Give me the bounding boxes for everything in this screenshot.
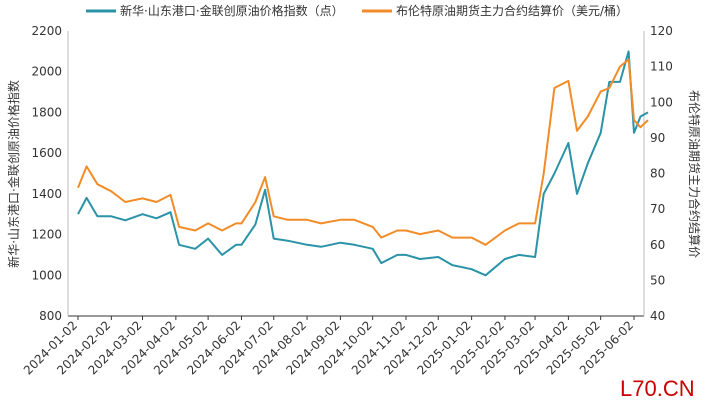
- series-line-1: [77, 50, 649, 277]
- series: [77, 50, 649, 277]
- y-left-tick-label: 2000: [31, 65, 62, 79]
- y-left-tick-label: 1200: [31, 228, 62, 242]
- y-right-tick-label: 90: [650, 131, 665, 145]
- legend: 新华·山东港口·金联创原油价格指数（点） 布伦特原油期货主力合约结算价（美元/桶）: [86, 3, 628, 18]
- legend-label-2: 布伦特原油期货主力合约结算价（美元/桶）: [396, 3, 628, 18]
- y-right-tick-label: 80: [650, 167, 665, 181]
- y-right-tick-label: 70: [650, 202, 665, 216]
- y-left-tick-label: 1800: [31, 105, 62, 119]
- y-right-tick-label: 100: [650, 95, 673, 109]
- watermark: L70.CN: [620, 376, 695, 401]
- axes: 800 1000 1200 1400 1600 1800 2000 2200 40 50 60 70 8…: [21, 24, 673, 377]
- y-right-tick-label: 110: [650, 60, 673, 74]
- y-right-tick-label: 50: [650, 273, 665, 287]
- y-axis-right-title: 布伦特原油期货主力合约结算价: [687, 90, 702, 258]
- y-left-tick-label: 1600: [31, 146, 62, 160]
- series-line-2: [77, 58, 649, 246]
- y-left-tick-label: 1400: [31, 187, 62, 201]
- y-right-tick-label: 60: [650, 238, 665, 252]
- y-right-tick-label: 120: [650, 24, 673, 38]
- y-right-tick-label: 40: [650, 309, 665, 323]
- legend-label-1: 新华·山东港口·金联创原油价格指数（点）: [120, 3, 344, 18]
- y-axis-left-title: 新华·山东港口·金联创原油价格指数: [6, 80, 21, 268]
- y-left-tick-label: 1000: [31, 268, 62, 282]
- y-left-tick-label: 800: [39, 309, 62, 323]
- y-left-tick-label: 2200: [31, 24, 62, 38]
